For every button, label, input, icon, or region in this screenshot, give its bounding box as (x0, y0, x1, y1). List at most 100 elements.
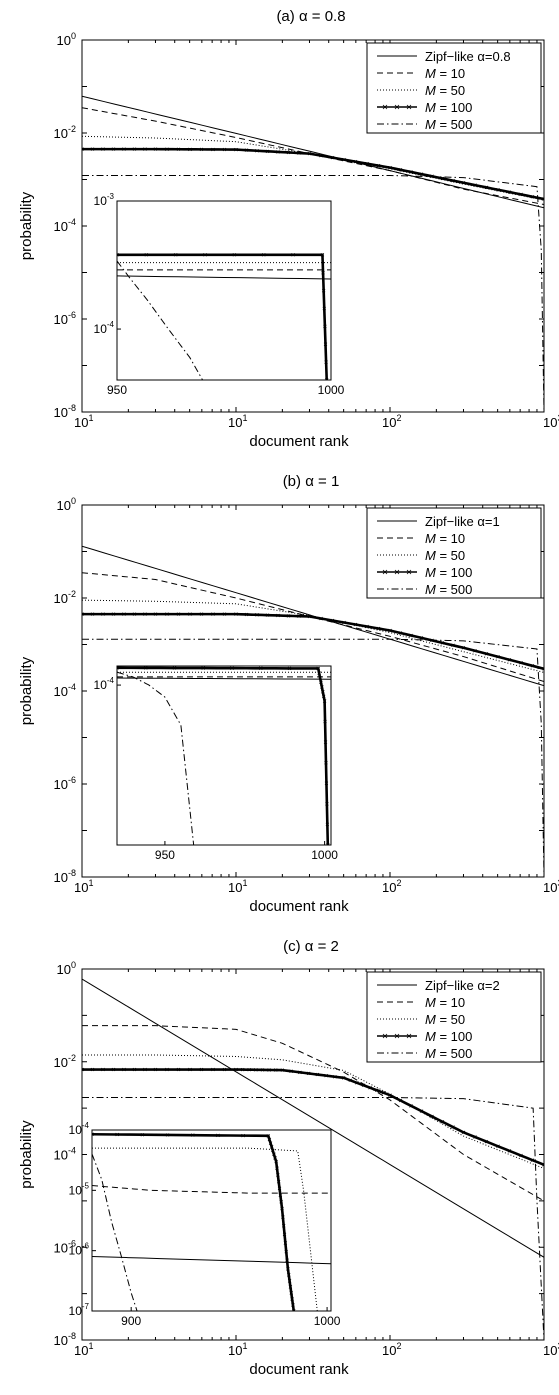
series-marker (324, 760, 328, 765)
series-marker (265, 149, 270, 154)
series-marker (317, 671, 321, 675)
legend-marker (406, 1033, 412, 1039)
series-marker (280, 1206, 284, 1211)
series-marker (222, 1067, 227, 1072)
legend-label: M = 100 (425, 565, 472, 580)
series-line-3-markers (82, 1067, 544, 1167)
series-marker (267, 1137, 272, 1142)
series-marker (276, 1173, 280, 1177)
series-marker (430, 1114, 434, 1119)
series-line-0 (82, 95, 544, 209)
series-marker (240, 1067, 245, 1072)
series-marker (153, 612, 158, 616)
series-marker (117, 666, 119, 670)
series-marker (542, 197, 544, 201)
series-marker (507, 658, 512, 662)
inset-frame (116, 665, 332, 846)
legend-label: Zipf−like α=1 (425, 514, 500, 529)
series-marker (191, 1133, 195, 1137)
y-tick-label: 100 (57, 31, 76, 48)
series-marker (282, 1232, 287, 1237)
series-marker (82, 147, 84, 151)
series-marker (530, 194, 535, 199)
x-tick-label: 101 (74, 878, 93, 895)
series-marker (440, 641, 445, 645)
series-marker (275, 1166, 279, 1170)
series-marker (307, 614, 312, 619)
series-marker (451, 1125, 455, 1129)
chart-title: (b) α = 1 (283, 473, 340, 490)
legend-label: M = 50 (425, 83, 465, 98)
series-marker (353, 159, 358, 164)
y-tick-label: 100 (57, 960, 76, 977)
series-marker (143, 147, 147, 151)
y-tick-label: 10-8 (54, 403, 76, 420)
series-marker (321, 689, 325, 694)
series-marker (292, 1309, 296, 1311)
series-marker (361, 1083, 366, 1088)
legend-label: M = 100 (425, 1029, 472, 1044)
series-marker (330, 155, 335, 160)
series-marker (90, 147, 95, 151)
y-tick-label: 10-4 (54, 217, 76, 234)
series-marker (496, 188, 500, 192)
series-marker (348, 1078, 353, 1083)
series-marker (278, 1193, 283, 1197)
series-marker (111, 1067, 116, 1072)
series-marker (291, 253, 295, 257)
series-marker (273, 1156, 277, 1160)
legend-marker (394, 569, 400, 575)
series-marker (409, 170, 413, 174)
legend-label: M = 10 (425, 66, 465, 81)
inset-series-4 (92, 1153, 138, 1311)
series-marker (519, 661, 523, 665)
series-marker (507, 1149, 512, 1153)
series-marker (101, 612, 105, 616)
inset-x-tick-label: 1000 (314, 1314, 341, 1328)
series-marker (289, 1291, 294, 1295)
series-line-1 (82, 1025, 544, 1202)
series-marker (286, 150, 291, 155)
inset-series-0 (92, 1256, 331, 1265)
series-marker (82, 612, 84, 616)
series-marker (451, 643, 455, 648)
series-marker (176, 147, 181, 152)
series-marker (318, 676, 322, 680)
inset-plot: 900 1000 10-4 10-5 10-6 10-7 (69, 1121, 341, 1328)
x-axis-label: document rank (249, 433, 349, 450)
series-line-4 (82, 1096, 544, 1340)
series-marker (234, 147, 238, 152)
series-marker (461, 1130, 466, 1135)
series-marker (101, 1067, 105, 1072)
series-marker (398, 1098, 403, 1103)
series-marker (244, 148, 249, 152)
legend-marker (394, 104, 400, 110)
inset-x-tick-label: 950 (107, 383, 127, 397)
y-axis-label: probability (18, 1120, 35, 1189)
y-tick-label: 10-2 (54, 589, 76, 606)
series-marker (316, 666, 320, 671)
series-marker (473, 649, 477, 653)
series-marker (333, 1074, 337, 1079)
legend-label: M = 10 (425, 531, 465, 546)
series-marker (324, 378, 329, 380)
inset-frame (91, 1129, 332, 1312)
series-marker (199, 147, 204, 152)
series-marker (419, 172, 424, 176)
x-tick-label: 101 (74, 413, 93, 430)
inset-series-3 (92, 1132, 296, 1311)
series-marker (473, 1135, 477, 1139)
x-tick-label: 101 (74, 1341, 93, 1358)
series-marker (199, 1067, 204, 1072)
legend-label: M = 500 (425, 1046, 472, 1061)
legend-label: Zipf−like α=2 (425, 978, 500, 993)
series-marker (244, 612, 249, 617)
x-axis-label: document rank (249, 898, 349, 915)
inset-x-tick-label: 950 (155, 848, 175, 862)
series-marker (319, 616, 323, 621)
series-marker (368, 1086, 372, 1090)
series-marker (519, 1153, 523, 1158)
series-marker (269, 1145, 274, 1149)
series-marker (101, 147, 105, 151)
series-marker (324, 1073, 328, 1078)
